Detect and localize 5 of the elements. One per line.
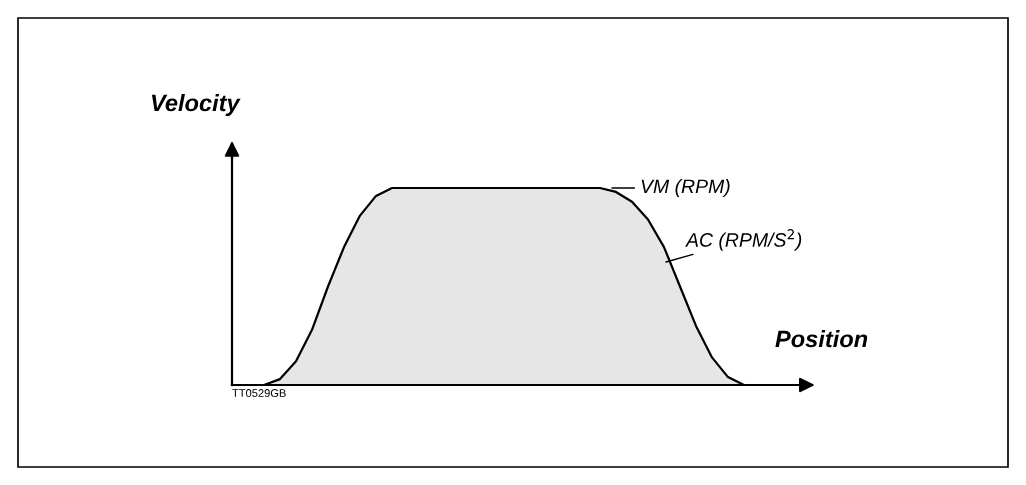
x-axis-title: Position (775, 329, 868, 348)
text: TT0529GB (232, 389, 286, 397)
annotation: VM (RPM) (641, 178, 730, 198)
y-axis-title: Velocity (151, 94, 241, 116)
annotation: AC (RPM/S$^{2}$) (685, 229, 802, 251)
